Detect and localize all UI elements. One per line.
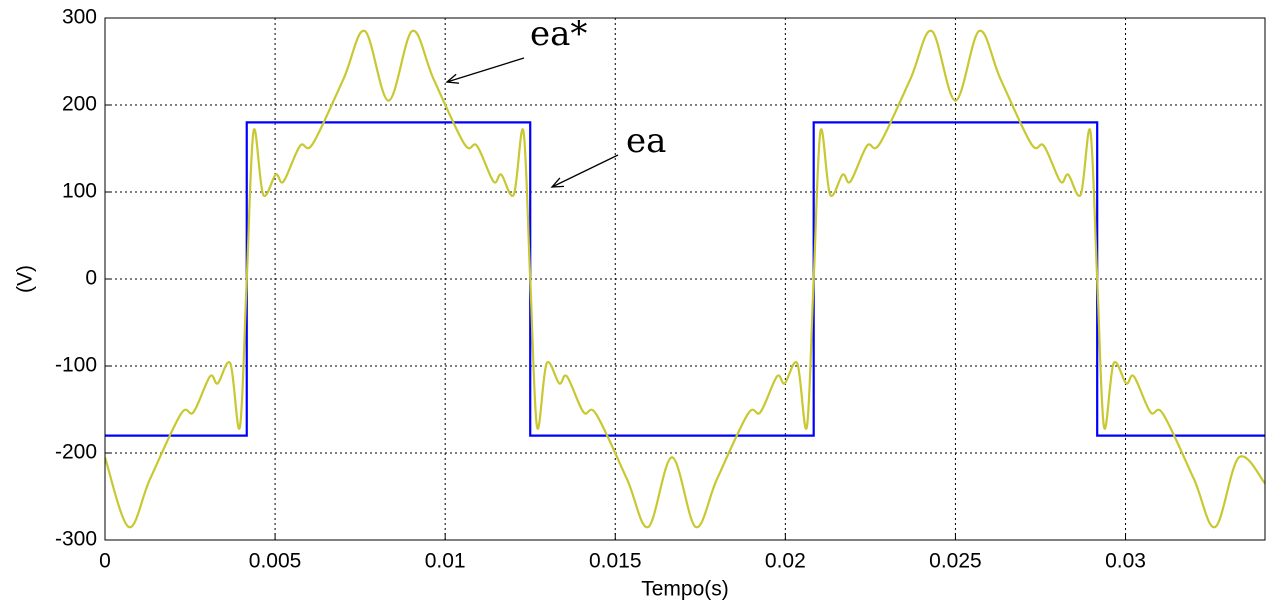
x-tick-label: 0.02	[765, 550, 806, 573]
x-tick-label: 0.015	[589, 550, 642, 573]
annotation: ea	[626, 121, 666, 161]
annotation: ea*	[530, 14, 587, 54]
x-tick-label: 0	[99, 550, 111, 573]
annotation-arrow	[551, 154, 619, 188]
annotation-arrowhead	[550, 177, 565, 188]
annotation-arrowhead	[445, 73, 460, 84]
x-tick-label: 0.03	[1105, 550, 1146, 573]
y-tick-label: -200	[55, 441, 97, 464]
annotation-arrow	[446, 57, 525, 83]
x-axis-label: Tempo(s)	[641, 578, 729, 601]
plot-frame	[104, 17, 1266, 541]
y-tick-label: -300	[55, 528, 97, 551]
y-tick-label: 0	[85, 267, 97, 290]
y-tick-label: 300	[62, 6, 97, 29]
y-tick-label: -100	[55, 354, 97, 377]
x-tick-label: 0.01	[425, 550, 466, 573]
y-axis-label: (V)	[14, 265, 37, 293]
x-tick-label: 0.025	[929, 550, 982, 573]
x-tick-label: 0.005	[249, 550, 302, 573]
y-tick-label: 100	[62, 180, 97, 203]
y-tick-label: 200	[62, 93, 97, 116]
series-line	[105, 29, 1265, 529]
